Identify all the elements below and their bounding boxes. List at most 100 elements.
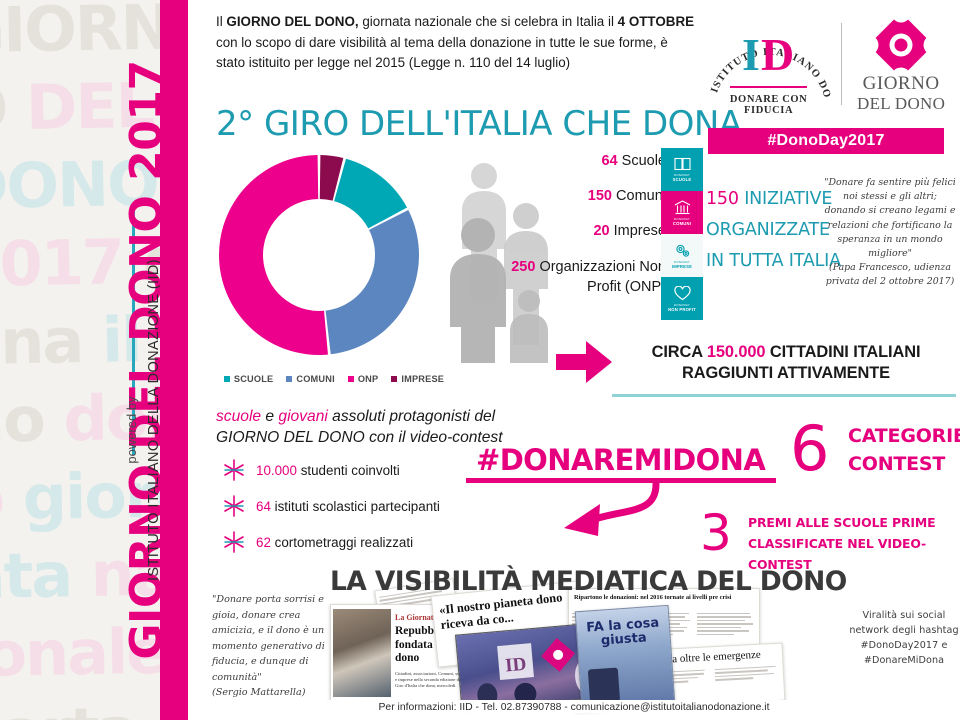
asterisk-star-icon [224, 531, 244, 553]
stat-label: Organizzazioni Non Profit (ONP) [539, 259, 666, 295]
stat-row: 150 Comuni [490, 187, 666, 206]
contest-categories-number: 6 [790, 412, 830, 485]
tile-comuni[interactable]: DONODAY COMUNI [661, 191, 703, 234]
legend-item-comuni: COMUNI [286, 374, 335, 384]
arrow-right-icon [556, 341, 612, 383]
reach-suffix: CITTADINI ITALIANI [765, 343, 921, 361]
donut-segment-scuole [334, 158, 408, 229]
bullet-number: 10.000 [256, 462, 297, 478]
lead-word-scuole: scuole [216, 408, 262, 425]
pope-quote-attribution: (Papa Francesco, udienza privata del 2 o… [825, 262, 955, 288]
chart-legend: SCUOLE COMUNI ONP IMPRESE [214, 374, 454, 384]
svg-text:ID: ID [504, 654, 527, 677]
donut-chart-svg [219, 155, 419, 355]
list-item: 10.000 studenti coinvolti [222, 452, 522, 488]
heart-icon [673, 285, 691, 301]
iid-monogram: ID [704, 32, 833, 78]
citizens-reached-block: CIRCA 150.000 CITTADINI ITALIANI RAGGIUN… [616, 342, 956, 384]
tile-non-profit[interactable]: DONODAY NON PROFIT [661, 277, 703, 320]
sidebar-divider-rule [132, 205, 135, 455]
initiatives-line-3: IN TUTTA ITALIA [706, 251, 841, 271]
citizens-reached-line-2: RAGGIUNTI ATTIVAMENTE [682, 364, 890, 382]
initiatives-word: INIZIATIVE [744, 189, 833, 209]
pope-quote-block: "Donare fa sentire più felici noi stessi… [824, 176, 956, 290]
category-icon-tiles: DONODAY SCUOLE DONODAY COMUNI DONODAY IMPRESE… [661, 148, 703, 320]
initiatives-number: 150 [706, 189, 739, 209]
logo-separator [841, 23, 843, 105]
gdd-line-1: GIORNO [862, 72, 940, 94]
intro-bold: 4 OTTOBRE [617, 14, 695, 29]
lead-conj: e [261, 408, 279, 425]
tile-sub: DONODAY [674, 259, 690, 264]
intro-paragraph: Il GIORNO DEL DONO, giornata nazionale c… [216, 14, 695, 70]
video-contest-lead: scuole e giovani assoluti protagonisti d… [216, 406, 526, 448]
video-contest-bullets: 10.000 studenti coinvolti 64 istituti sco… [222, 452, 522, 560]
lead-rest: assoluti protagonisti del [327, 408, 496, 425]
bank-icon [674, 199, 691, 215]
legend-swatch [391, 376, 398, 382]
iid-logo: ISTITUTO ITALIANO DONAZIONE ID DONARE CO… [704, 8, 833, 120]
tile-sub: DONODAY [674, 173, 690, 177]
tile-imprese[interactable]: DONODAY IMPRESE [661, 234, 703, 277]
gdd-line-2: DEL DONO [857, 93, 946, 113]
clipping-kicker: La Giornata [395, 613, 438, 622]
tile-sub: DONODAY [674, 302, 690, 307]
hashtag-underline [466, 478, 776, 483]
categories-label-line-1: CATEGORIE [848, 425, 960, 447]
legend-swatch [286, 376, 293, 382]
tile-label: SCUOLE [672, 177, 692, 182]
donut-segment-comuni [325, 210, 419, 355]
book-icon [673, 157, 691, 171]
bullet-number: 62 [256, 534, 271, 550]
footer-contact: Per informazioni: IID - Tel. 02.87390788… [188, 700, 960, 713]
stat-label: Imprese [613, 223, 666, 239]
curved-arrow-left-icon [564, 482, 660, 536]
stat-number: 64 [601, 153, 618, 169]
donut-segment-imprese [319, 155, 344, 201]
media-section-title: LA VISIBILITÀ MEDIATICA DEL DONO [330, 566, 847, 597]
gears-icon [674, 243, 691, 258]
people-silhouettes-icon [450, 163, 548, 363]
lead-line-2: GIORNO DEL DONO con il video-contest [216, 429, 503, 446]
lead-word-giovani: giovani [278, 408, 328, 425]
tile-scuole[interactable]: DONODAY SCUOLE [661, 148, 703, 191]
prizes-label-line-1: PREMI ALLE SCUOLE PRIME [748, 515, 936, 530]
tile-sub: DONODAY [674, 216, 690, 221]
contest-categories-label: CATEGORIE CONTEST [848, 422, 960, 478]
legend-item-imprese: IMPRESE [391, 374, 444, 384]
bullet-text: 62 cortometraggi realizzati [256, 534, 414, 550]
contest-prizes-label: PREMI ALLE SCUOLE PRIME CLASSIFICATE NEL… [748, 512, 960, 575]
legend-swatch [223, 376, 230, 382]
iid-tagline: DONARE CON FIDUCIA [729, 94, 808, 116]
donut-segment-onp [219, 155, 328, 355]
mattarella-quote-block: "Donare porta sorrisi e gioia, donare cr… [212, 592, 334, 701]
participant-stats-list: 64 Scuole 150 Comuni 20 Imprese 250 Organiz… [490, 152, 666, 313]
stat-label: Comuni [616, 188, 666, 204]
bullet-number: 64 [256, 498, 271, 514]
citizens-reached-line-1: CIRCA 150.000 CITTADINI ITALIANI [616, 342, 956, 363]
social-virality-text: Viralità sui social network degli hashta… [849, 610, 959, 666]
iid-underline [730, 86, 808, 88]
list-item: 64 istituti scolastici partecipanti [222, 488, 522, 524]
clipping-headline: FA la cosa giusta [585, 615, 660, 649]
legend-label: IMPRESE [401, 374, 445, 384]
stat-row: 250 Organizzazioni Non Profit (ONP) [490, 257, 666, 297]
stat-number: 20 [593, 223, 610, 239]
press-clippings-montage: La Giornata Repubblica fondata sul dono … [330, 578, 850, 712]
tile-label: NON PROFIT [668, 306, 696, 312]
legend-swatch [347, 376, 354, 382]
sidebar-powered-by: powered by [124, 396, 139, 464]
stat-number: 150 [587, 188, 612, 204]
intro-bold: GIORNO DEL DONO, [226, 14, 359, 29]
reach-number: 150.000 [706, 343, 766, 361]
clipping-photo [333, 609, 391, 697]
mattarella-quote-text: "Donare porta sorrisi e gioia, donare cr… [212, 594, 325, 683]
legend-item-scuole: SCUOLE [223, 374, 273, 384]
iid-arc-text-icon: ISTITUTO ITALIANO DONAZIONE [708, 12, 832, 100]
legend-label: ONP [357, 374, 379, 384]
donoday-hashtag-banner: #DonoDay2017 [708, 128, 944, 154]
mattarella-quote-attribution: (Sergio Mattarella) [212, 687, 306, 698]
sidebar-organization: ISTITUTO ITALIANO DELLA DONAZIONE (IID) [146, 258, 160, 582]
clipping-body: Cittadini, associazioni, Comuni, scuole … [395, 670, 467, 688]
